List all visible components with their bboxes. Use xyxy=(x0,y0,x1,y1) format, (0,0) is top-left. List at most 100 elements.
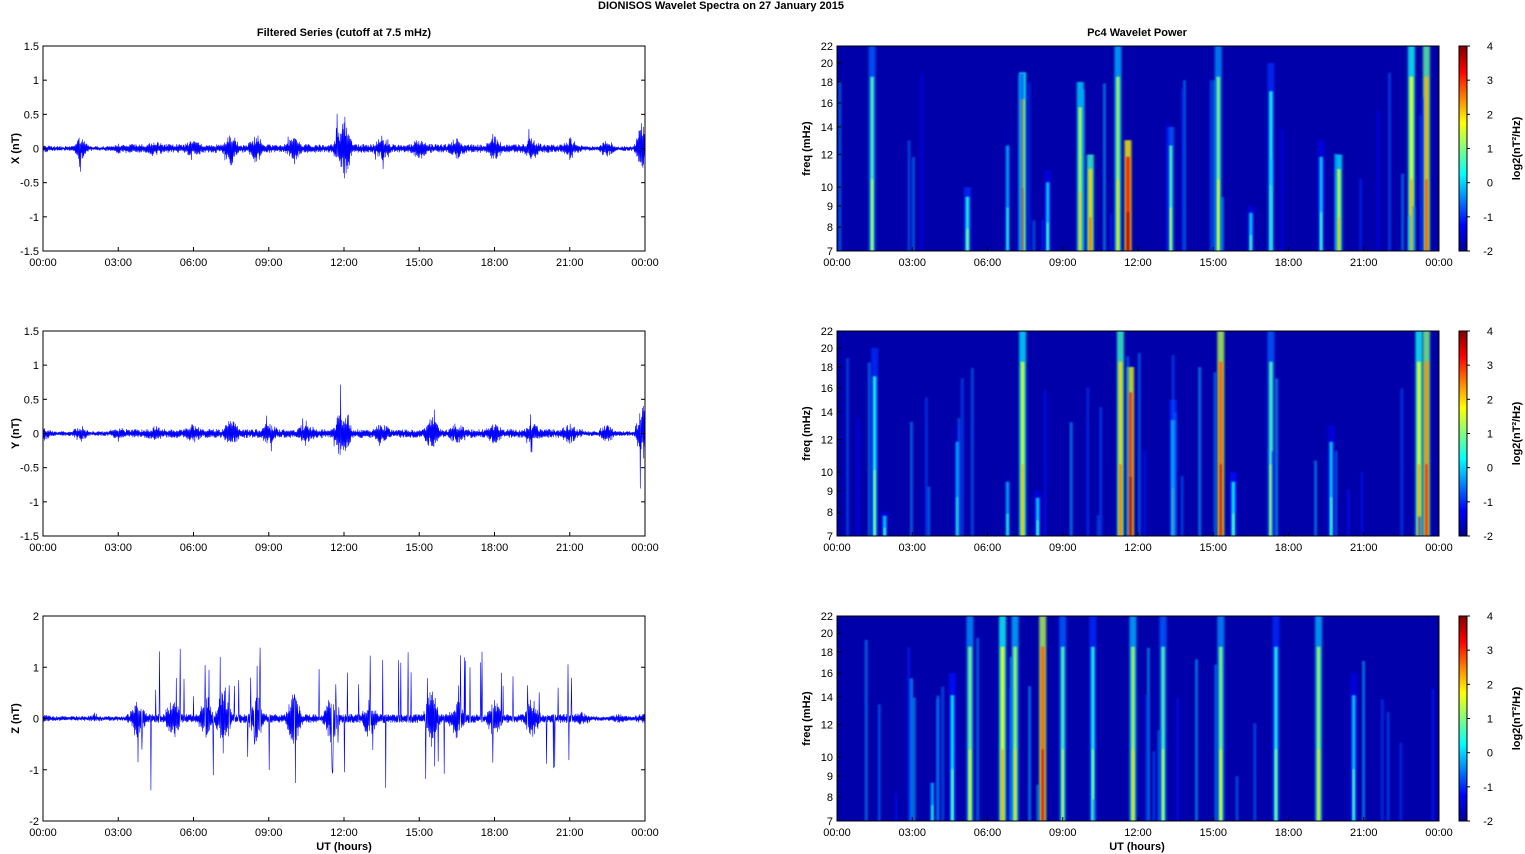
x-tick-label: 12:00 xyxy=(330,542,358,554)
y-tick-label: -1 xyxy=(29,212,39,224)
wavelet-faint-streak xyxy=(1213,80,1216,251)
y-tick-label: 14 xyxy=(821,692,833,704)
wavelet-streak-core xyxy=(1317,749,1320,821)
wavelet-faint-streak xyxy=(1376,110,1380,251)
x-tick-label: 03:00 xyxy=(104,542,132,554)
wavelet-streak-core xyxy=(1046,222,1049,251)
wavelet-streak xyxy=(950,695,954,821)
y-tick-label: 7 xyxy=(827,531,833,543)
x-tick-label: 21:00 xyxy=(1350,542,1378,554)
y-tick-label: 10 xyxy=(821,182,833,194)
wavelet-faint-streak xyxy=(1145,694,1148,821)
x-tick-label: 18:00 xyxy=(1275,257,1303,269)
colorbar-tick-label: -2 xyxy=(1483,816,1493,828)
wavelet-streak xyxy=(1126,156,1130,251)
figure-suptitle: DIONISOS Wavelet Spectra on 27 January 2… xyxy=(598,0,844,12)
wavelet-faint-streak xyxy=(912,157,915,251)
x-tick-label: 03:00 xyxy=(898,542,926,554)
wavelet-streak-core xyxy=(1129,476,1132,536)
panels: -1.5-1-0.500.511.500:00 03:00 06:00 09:00 12… xyxy=(10,41,1523,839)
wavelet-faint-streak xyxy=(1418,516,1421,536)
colorbar-tick-label: 4 xyxy=(1487,611,1493,623)
wavelet-streak xyxy=(1352,695,1356,821)
y-tick-label: 12 xyxy=(821,720,833,732)
heatmap-streaks xyxy=(837,46,1430,251)
signal-trace xyxy=(42,113,646,179)
y-tick-label: 1.5 xyxy=(24,326,39,338)
x-tick-label: 00:00 xyxy=(823,257,851,269)
x-tick-label: 18:00 xyxy=(1275,827,1303,839)
wavelet-faint-streak xyxy=(1174,412,1177,536)
line-panel-y-series: -1.5 -1 -0.5 0 0.5 1 1.5 00:00 03:00 06:00 09:00 12… xyxy=(10,326,659,554)
x-tick-label: 00:00 xyxy=(29,542,57,554)
x-tick-label: 06:00 xyxy=(974,542,1002,554)
wavelet-faint-streak xyxy=(1143,451,1146,536)
wavelet-faint-streak xyxy=(1069,422,1073,536)
wavelet-streak xyxy=(1231,481,1235,536)
wavelet-faint-streak xyxy=(1166,123,1169,251)
colorbar-tick-label: 3 xyxy=(1487,360,1493,372)
wavelet-faint-streak xyxy=(1181,88,1185,251)
colorbar-label: log2(nT²/Hz) xyxy=(1511,686,1523,750)
colorbar-tick-label: 0 xyxy=(1487,748,1493,760)
wavelet-faint-streak xyxy=(1362,660,1365,821)
wavelet-streak-core xyxy=(1006,513,1009,536)
wavelet-faint-streak xyxy=(1157,730,1161,821)
x-tick-label: 00:00 xyxy=(823,542,851,554)
x-tick-label: 06:00 xyxy=(180,257,208,269)
wavelet-streak xyxy=(1249,212,1253,251)
y-tick-label: 20 xyxy=(821,58,833,70)
wavelet-faint-streak xyxy=(1126,356,1130,536)
wavelet-faint-streak xyxy=(907,140,911,251)
wavelet-streak-core xyxy=(1337,217,1340,251)
wavelet-streak xyxy=(873,376,877,536)
x-tick-label: 03:00 xyxy=(104,827,132,839)
y-tick-label: 10 xyxy=(821,752,833,764)
heatmap-background xyxy=(837,46,1439,251)
x-tick-label: 00:00 xyxy=(1425,542,1453,554)
wavelet-streak-core xyxy=(871,179,873,251)
colorbar-tick-label: 3 xyxy=(1487,645,1493,657)
wavelet-faint-streak xyxy=(1388,72,1391,251)
wavelet-streak xyxy=(1269,361,1273,536)
wavelet-streak-core xyxy=(1001,749,1004,821)
y-tick-label: -2 xyxy=(29,816,39,828)
wavelet-streak xyxy=(1219,361,1223,536)
wavelet-faint-streak xyxy=(1103,83,1106,251)
wavelet-faint-streak xyxy=(846,357,849,536)
wavelet-streak-core xyxy=(1061,749,1064,821)
wavelet-faint-streak xyxy=(1028,686,1031,821)
x-tick-label: 06:00 xyxy=(180,827,208,839)
wavelet-faint-streak xyxy=(1099,407,1102,536)
wavelet-streak-core xyxy=(951,769,954,821)
wavelet-faint-streak xyxy=(1110,213,1113,251)
y-tick-label: 16 xyxy=(821,668,833,680)
y-tick-label: 20 xyxy=(821,343,833,355)
wavelet-streak xyxy=(1046,182,1050,251)
wavelet-streak xyxy=(1319,156,1323,251)
wavelet-faint-streak xyxy=(1213,372,1217,536)
y-tick-label: 20 xyxy=(821,628,833,640)
wavelet-faint-streak xyxy=(1314,460,1317,536)
colorbar-tick-label: 2 xyxy=(1487,109,1493,121)
colorbar-tick-label: -1 xyxy=(1483,212,1493,224)
y-tick-label: 0.5 xyxy=(24,109,39,121)
wavelet-faint-streak xyxy=(927,486,930,536)
y-tick-label: 1 xyxy=(33,662,39,674)
wavelet-faint-streak xyxy=(1221,197,1224,251)
wavelet-faint-streak xyxy=(1041,219,1045,251)
x-tick-label: 09:00 xyxy=(255,257,283,269)
colorbar: -2 -1 0 1 2 3 4 log2(nT²/Hz) xyxy=(1458,41,1523,258)
colorbar-gradient xyxy=(1459,331,1467,536)
y-tick-label: 8 xyxy=(827,507,833,519)
wavelet-streak xyxy=(1005,145,1010,251)
colorbar-tick-label: 0 xyxy=(1487,178,1493,190)
wavelet-streak xyxy=(1078,107,1082,251)
colorbar-label: log2(nT²/Hz) xyxy=(1511,401,1523,465)
y-tick-label: 18 xyxy=(821,647,833,659)
wavelet-streak-core xyxy=(1127,212,1129,251)
wavelet-streak-core xyxy=(1275,749,1277,821)
wavelet-streak-core xyxy=(1425,179,1428,251)
wavelet-streak xyxy=(1409,76,1414,251)
